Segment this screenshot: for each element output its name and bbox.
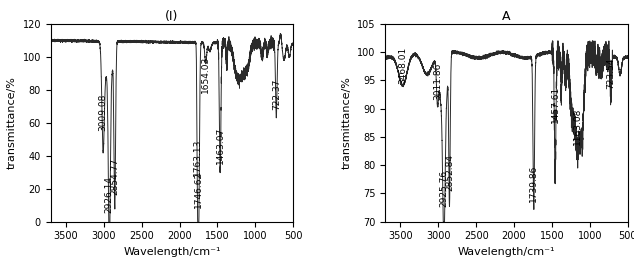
Text: 3009.08: 3009.08	[98, 94, 108, 131]
Text: 723.54: 723.54	[606, 58, 615, 89]
Text: 2925.76: 2925.76	[439, 170, 448, 207]
Y-axis label: transmittance/%: transmittance/%	[342, 76, 351, 169]
Text: 3468.01: 3468.01	[398, 47, 407, 84]
Text: 1163.08: 1163.08	[573, 108, 582, 146]
Text: 2852.84: 2852.84	[445, 154, 454, 191]
Text: 2854.77: 2854.77	[110, 158, 119, 195]
Text: 1763.13: 1763.13	[193, 138, 202, 175]
Text: 3011.86: 3011.86	[433, 63, 442, 100]
Text: 1654.03: 1654.03	[201, 56, 210, 93]
Text: 1463.07: 1463.07	[216, 127, 224, 164]
Text: 722.37: 722.37	[272, 78, 281, 110]
Text: 2926.14: 2926.14	[105, 176, 114, 213]
Title: (I): (I)	[165, 10, 179, 23]
Text: 1746.62: 1746.62	[194, 171, 203, 209]
Y-axis label: transmittance/%: transmittance/%	[7, 76, 17, 169]
X-axis label: Wavelength/cm⁻¹: Wavelength/cm⁻¹	[458, 247, 555, 257]
Title: A: A	[502, 10, 511, 23]
Text: 1457.61: 1457.61	[550, 85, 560, 123]
Text: 1739.86: 1739.86	[529, 164, 538, 202]
X-axis label: Wavelength/cm⁻¹: Wavelength/cm⁻¹	[123, 247, 221, 257]
